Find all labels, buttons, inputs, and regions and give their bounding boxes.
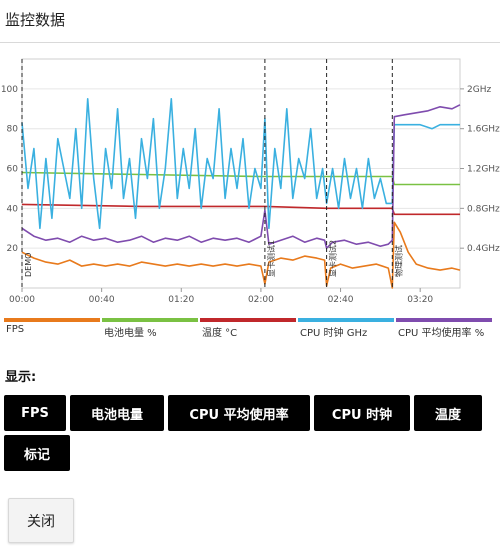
y-tick-right-4: 2GHz <box>467 85 491 95</box>
y-tick-right-3: 1.6GHz <box>467 125 500 135</box>
toggle-temperature-button[interactable]: 温度 <box>414 395 482 431</box>
series-line-0 <box>21 221 461 289</box>
x-tick-3: 02:00 <box>248 295 274 305</box>
marker-label-0: DEMO <box>24 253 33 277</box>
y-tick-left-0: 20 <box>7 244 19 254</box>
legend-swatch-battery <box>102 318 198 322</box>
monitor-chart: 20 40 60 80 100 0.4GHz 0.8GHz 1.2GHz 1.6GHz 2GHz 0… <box>1 58 500 305</box>
series-line-2 <box>21 203 460 216</box>
marker-label-3: 物理测试 <box>393 245 403 277</box>
x-tick-4: 02:40 <box>328 295 354 305</box>
legend-swatch-temperature <box>200 318 296 322</box>
toggle-fps-button[interactable]: FPS <box>4 395 66 431</box>
legend-label-battery: 电池电量 % <box>104 328 157 339</box>
y-tick-left-2: 60 <box>7 165 19 175</box>
chart-legend: FPS 电池电量 % 温度 °C CPU 时钟 GHz CPU 平均使用率 % <box>0 318 500 340</box>
y-tick-left-1: 40 <box>7 204 19 214</box>
toggle-markers-button[interactable]: 标记 <box>4 435 70 471</box>
legend-label-cpu-usage: CPU 平均使用率 % <box>398 328 485 339</box>
legend-label-temperature: 温度 °C <box>202 328 238 339</box>
marker-label-1: 显卡测试1 <box>266 240 276 277</box>
legend-swatch-fps <box>4 318 100 322</box>
series-line-3 <box>21 97 460 230</box>
y-tick-right-1: 0.8GHz <box>467 204 500 214</box>
marker-label-2: 显卡测试2 <box>328 240 338 277</box>
series-line-1 <box>21 171 460 186</box>
toggle-cpu-usage-button[interactable]: CPU 平均使用率 <box>168 395 310 431</box>
y-tick-right-0: 0.4GHz <box>467 244 500 254</box>
x-tick-2: 01:20 <box>168 295 194 305</box>
toggle-cpu-clock-button[interactable]: CPU 时钟 <box>314 395 410 431</box>
header-divider <box>0 42 500 43</box>
show-label: 显示: <box>5 370 37 385</box>
x-tick-0: 00:00 <box>9 295 35 305</box>
legend-label-fps: FPS <box>6 324 25 335</box>
series-line-4 <box>21 104 461 249</box>
y-tick-left-4: 100 <box>1 85 18 95</box>
close-button[interactable]: 关闭 <box>8 498 74 543</box>
legend-label-cpu-clock: CPU 时钟 GHz <box>300 328 368 339</box>
toggle-battery-button[interactable]: 电池电量 <box>70 395 164 431</box>
x-tick-1: 00:40 <box>89 295 115 305</box>
y-tick-left-3: 80 <box>7 125 19 135</box>
y-tick-right-2: 1.2GHz <box>467 165 500 175</box>
x-tick-5: 03:20 <box>407 295 433 305</box>
legend-swatch-cpu-clock <box>298 318 394 322</box>
page-title: 监控数据 <box>5 11 66 29</box>
legend-swatch-cpu-usage <box>396 318 492 322</box>
